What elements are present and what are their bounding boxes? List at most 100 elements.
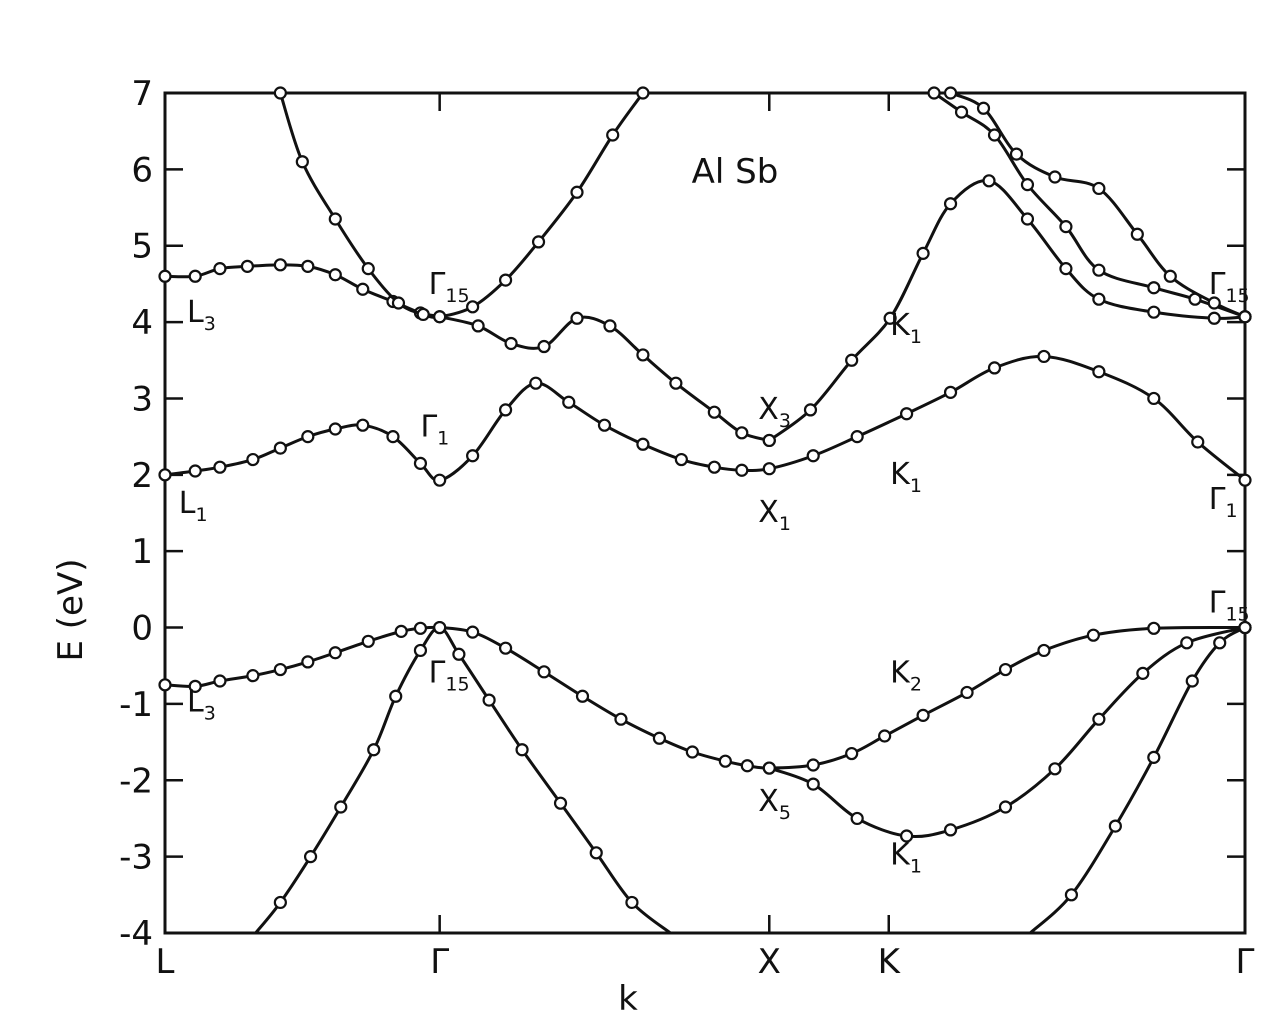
y-tick-label: -1: [119, 685, 153, 725]
data-point: [900, 407, 914, 421]
symmetry-label-subscript: 3: [204, 703, 216, 725]
y-tick-label: 6: [131, 150, 153, 190]
data-point: [987, 361, 1002, 375]
data-point: [1147, 281, 1161, 295]
symmetry-label-main: X: [758, 784, 779, 819]
symmetry-label-main: Γ: [1209, 482, 1226, 517]
data-point: [1108, 819, 1122, 833]
data-point: [998, 662, 1013, 677]
data-point: [246, 669, 260, 683]
y-tick-label: 5: [131, 227, 153, 267]
symmetry-label-subscript: 5: [779, 802, 791, 824]
data-point: [740, 759, 754, 773]
data-point: [1092, 181, 1106, 196]
symmetry-label-main: K: [890, 656, 911, 691]
symmetry-label-subscript: 15: [1225, 285, 1249, 307]
data-point: [1048, 170, 1062, 184]
data-point: [158, 468, 172, 482]
data-point: [328, 422, 342, 436]
data-point: [806, 449, 820, 463]
symmetry-label: Γ1: [420, 410, 449, 450]
symmetry-label: L3: [187, 685, 216, 725]
symmetry-label-subscript: 15: [1225, 603, 1249, 625]
symmetry-label-subscript: 3: [204, 313, 216, 335]
data-point: [246, 452, 260, 467]
data-point: [1185, 674, 1199, 688]
data-point: [625, 895, 639, 910]
data-point: [394, 624, 408, 638]
data-point: [301, 259, 315, 273]
data-point: [575, 689, 590, 703]
y-tick-label: 0: [131, 609, 153, 649]
data-point: [1092, 712, 1106, 726]
symmetry-label: X1: [758, 495, 791, 535]
symmetry-label-subscript: 1: [1225, 500, 1237, 522]
data-point: [1048, 762, 1062, 776]
data-point: [685, 745, 699, 759]
data-point: [718, 754, 732, 768]
data-point: [1238, 310, 1252, 324]
data-point: [498, 273, 513, 287]
data-point: [916, 246, 930, 260]
data-point: [1130, 227, 1144, 241]
symmetry-label-subscript: 1: [910, 475, 922, 497]
symmetry-label-main: L: [187, 295, 204, 330]
data-point: [328, 268, 342, 282]
x-axis-label: k: [618, 979, 638, 1016]
data-point: [707, 405, 721, 419]
band-line-10: [949, 91, 1246, 319]
data-point: [762, 462, 776, 476]
data-point: [295, 155, 309, 169]
data-point: [471, 319, 485, 333]
data-point: [1092, 263, 1106, 277]
data-point: [762, 433, 776, 448]
data-point: [413, 643, 428, 658]
plot-frame: [163, 91, 1247, 935]
y-tick-label: -3: [119, 838, 153, 878]
data-point: [466, 300, 480, 314]
data-point: [900, 829, 914, 843]
data-point: [850, 430, 864, 444]
band-line-1: [164, 625, 1246, 770]
symmetry-label: L3: [187, 295, 216, 335]
symmetry-label: L1: [179, 486, 208, 526]
data-point: [537, 665, 551, 679]
data-point: [943, 197, 958, 211]
data-point: [927, 86, 941, 100]
symmetry-label-main: L: [187, 685, 204, 720]
data-point: [356, 282, 370, 296]
data-point: [636, 348, 650, 362]
data-point: [883, 311, 897, 325]
data-point: [303, 850, 318, 864]
data-point: [735, 426, 749, 440]
x-tick-label: X: [758, 942, 781, 982]
data-point: [361, 262, 375, 276]
data-point: [413, 456, 428, 470]
symmetry-label-subscript: 1: [779, 513, 791, 535]
symmetry-label: K1: [890, 308, 922, 348]
y-tick-label: 4: [131, 303, 153, 343]
y-tick-label: 1: [131, 532, 153, 572]
data-point: [334, 800, 348, 814]
data-point: [603, 319, 617, 333]
data-point: [1020, 212, 1035, 226]
band-line-5: [164, 354, 1246, 482]
data-point: [273, 86, 287, 100]
data-point: [735, 463, 749, 477]
data-point: [987, 128, 1002, 142]
data-point: [1191, 435, 1205, 449]
data-point: [273, 441, 287, 455]
data-point: [570, 185, 584, 199]
data-point: [413, 621, 428, 635]
data-point: [367, 743, 381, 757]
data-point: [416, 307, 430, 322]
data-point: [188, 679, 202, 693]
data-point: [1020, 178, 1035, 192]
symmetry-label: K1: [890, 457, 922, 497]
data-point: [213, 460, 227, 474]
data-point: [188, 464, 202, 478]
data-point: [498, 641, 513, 655]
x-tick-label: Γ: [1236, 942, 1255, 982]
data-point: [1213, 636, 1227, 650]
